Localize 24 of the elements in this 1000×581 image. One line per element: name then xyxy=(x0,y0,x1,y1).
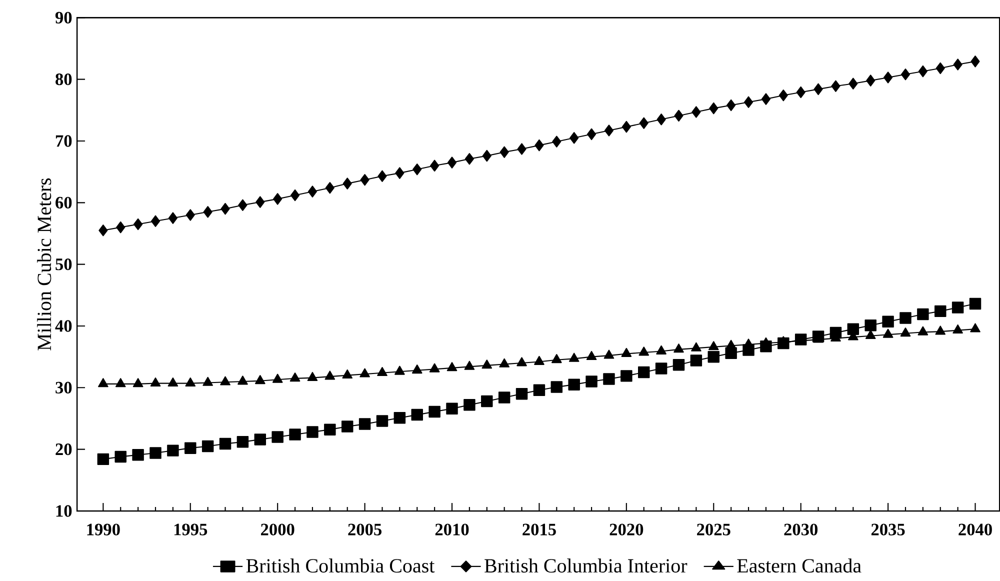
x-tick-label: 2025 xyxy=(697,524,730,536)
x-tick-label: 1995 xyxy=(174,524,208,536)
x-tick-label: 2040 xyxy=(958,524,992,536)
y-tick-label: 30 xyxy=(56,382,72,394)
x-tick-label: 2010 xyxy=(435,524,469,536)
x-tick-label: 2035 xyxy=(871,524,905,536)
legend-label: British Columbia Interior xyxy=(484,558,688,573)
x-tick-label: 2015 xyxy=(522,524,556,536)
legend-label: British Columbia Coast xyxy=(246,558,435,573)
legend-label: Eastern Canada xyxy=(737,558,862,573)
x-tick-label: 1990 xyxy=(87,524,120,536)
y-axis-title: Million Cubic Meters xyxy=(37,178,52,350)
y-tick-label: 90 xyxy=(55,12,72,24)
x-tick-label: 2030 xyxy=(784,524,818,536)
y-tick-label: 40 xyxy=(55,320,72,332)
y-tick-label: 80 xyxy=(56,73,72,86)
y-tick-label: 50 xyxy=(56,258,72,270)
x-tick-label: 2020 xyxy=(610,524,644,536)
x-tick-label: 2000 xyxy=(260,524,294,536)
y-tick-label: 10 xyxy=(56,505,72,517)
y-tick-label: 20 xyxy=(56,443,72,456)
y-tick-label: 60 xyxy=(56,196,72,209)
x-tick-label: 2005 xyxy=(348,524,382,536)
y-tick-label: 70 xyxy=(56,135,72,147)
